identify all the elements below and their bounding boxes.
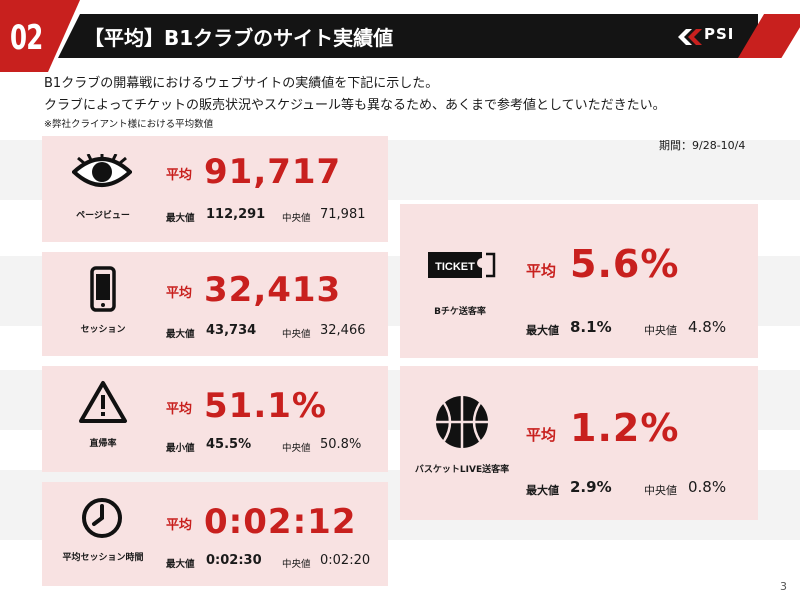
warning-icon: [79, 381, 127, 423]
max-label: 最大値: [166, 559, 195, 570]
metric-card-bticket-referral: TICKET Bチケ送客率 平均 5.6% 最大値 8.1% 中央値 4.8%: [400, 204, 758, 358]
period-label: 期間：9/28-10/4: [659, 139, 746, 152]
median-value: 0.8%: [688, 478, 727, 496]
median-value: 71,981: [320, 207, 366, 222]
median-value: 50.8%: [320, 437, 362, 452]
max-label: 最大値: [526, 324, 559, 337]
max-value: 43,734: [206, 323, 257, 338]
avg-label: 平均: [166, 518, 193, 533]
logo-text: PSI: [704, 25, 735, 43]
intro-line-2: クラブによってチケットの販売状況やスケジュール等も異なるため、あくまで参考値とし…: [44, 98, 666, 113]
metric-card-bounce-rate: 直帰率 平均 51.1% 最小値 45.5% 中央値 50.8%: [42, 366, 388, 472]
metric-card-session-duration: 平均セッション時間 平均 0:02:12 最大値 0:02:30 中央値 0:0…: [42, 482, 388, 586]
avg-value: 5.6%: [570, 242, 680, 286]
metric-label: ページビュー: [76, 211, 130, 221]
basketball-icon: [436, 396, 488, 448]
median-value: 0:02:20: [320, 553, 371, 568]
avg-label: 平均: [526, 262, 557, 280]
section-number: 02: [10, 18, 43, 58]
max-label: 最大値: [166, 329, 195, 340]
metric-card-sessions: セッション 平均 32,413 最大値 43,734 中央値 32,466: [42, 252, 388, 356]
median-label: 中央値: [282, 213, 311, 224]
smartphone-icon: [90, 266, 116, 312]
footnote: ※弊社クライアント様における平均数値: [44, 119, 214, 130]
metric-label: セッション: [80, 325, 126, 335]
intro-line-1: B1クラブの開幕戦におけるウェブサイトの実績値を下記に示した。: [44, 76, 439, 91]
avg-value: 91,717: [204, 152, 342, 192]
metric-label: 平均セッション時間: [62, 553, 144, 563]
eye-icon: [72, 154, 132, 187]
clock-icon: [82, 498, 122, 538]
avg-value: 1.2%: [570, 406, 680, 450]
max-value: 2.9%: [570, 478, 612, 496]
median-label: 中央値: [282, 443, 311, 454]
avg-label: 平均: [166, 168, 193, 183]
max-label: 最大値: [166, 213, 195, 224]
max-label: 最大値: [526, 484, 559, 497]
avg-value: 0:02:12: [204, 502, 357, 542]
max-value: 8.1%: [570, 318, 612, 336]
page-title: 【平均】B1クラブのサイト実績値: [84, 26, 394, 50]
median-label: 中央値: [282, 329, 311, 340]
metric-label: バスケットLIVE送客率: [414, 465, 510, 475]
title-bar: [58, 14, 758, 58]
avg-label: 平均: [166, 402, 193, 417]
max-value: 112,291: [206, 207, 266, 222]
slide-header: 02 【平均】B1クラブのサイト実績値 PSI: [0, 0, 800, 72]
metric-card-pageviews: ページビュー 平均 91,717 最大値 112,291 中央値 71,981: [42, 136, 388, 242]
avg-value: 51.1%: [204, 386, 327, 426]
min-value: 45.5%: [206, 437, 252, 452]
median-value: 4.8%: [688, 318, 727, 336]
metric-card-basketlive-referral: バスケットLIVE送客率 平均 1.2% 最大値 2.9% 中央値 0.8%: [400, 366, 758, 520]
max-value: 0:02:30: [206, 553, 262, 568]
avg-label: 平均: [166, 286, 193, 301]
median-label: 中央値: [644, 484, 677, 497]
avg-value: 32,413: [204, 270, 342, 310]
metric-label: Bチケ送客率: [434, 307, 486, 317]
psi-logo-icon: [678, 29, 702, 45]
ticket-icon-text: TICKET: [435, 261, 475, 273]
median-label: 中央値: [644, 324, 677, 337]
ticket-icon: TICKET: [428, 252, 496, 278]
min-label: 最小値: [166, 443, 195, 454]
avg-label: 平均: [526, 426, 557, 444]
page-number: 3: [780, 580, 787, 593]
metric-label: 直帰率: [89, 439, 117, 449]
median-value: 32,466: [320, 323, 366, 338]
median-label: 中央値: [282, 559, 311, 570]
